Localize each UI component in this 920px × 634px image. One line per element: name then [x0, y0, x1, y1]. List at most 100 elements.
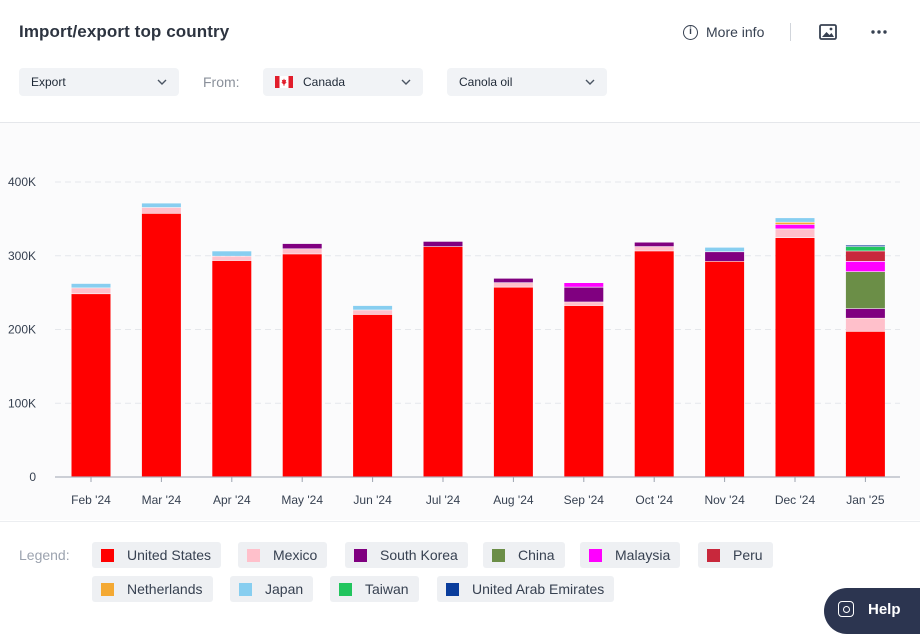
x-tick-label: Jan '25	[846, 493, 885, 507]
legend-swatch	[239, 582, 252, 596]
chevron-down-icon	[401, 79, 411, 85]
legend-item-label: South Korea	[380, 547, 458, 563]
bar-segment	[212, 251, 252, 256]
legend-item-label: Malaysia	[615, 547, 671, 563]
chevron-down-icon	[157, 79, 167, 85]
chart-area: 0 100K 200K 300K 400K Feb '24 Mar '24 Apr '24 Ma…	[0, 123, 920, 520]
bar-segment	[845, 272, 885, 309]
help-icon	[838, 601, 854, 617]
bar-segment	[845, 331, 885, 477]
country-select[interactable]: Canada	[263, 68, 423, 96]
bar-segment	[423, 246, 463, 477]
legend: Legend: United States Mexico South Korea Ch…	[0, 521, 920, 615]
legend-swatch	[247, 548, 260, 562]
more-options-button[interactable]	[868, 23, 890, 41]
y-tick-label: 200K	[8, 323, 36, 337]
x-tick-label: Jun '24	[353, 493, 392, 507]
bar-segment	[493, 278, 533, 283]
legend-swatch	[589, 548, 602, 562]
y-tick-label: 100K	[8, 396, 36, 410]
x-tick-label: Apr '24	[213, 493, 251, 507]
legend-swatch	[101, 582, 114, 596]
widget-title: Import/export top country	[19, 22, 230, 41]
bar-segment	[564, 305, 604, 477]
legend-item[interactable]: Taiwan	[330, 576, 419, 602]
bar-segment	[353, 310, 393, 315]
bar-segment	[282, 243, 322, 249]
help-label: Help	[868, 601, 901, 618]
bar-segment	[775, 224, 815, 229]
legend-swatch	[492, 548, 505, 562]
legend-swatch	[339, 582, 352, 596]
legend-item-label: Peru	[733, 547, 763, 563]
from-label: From:	[203, 74, 240, 90]
bar-segment	[564, 302, 604, 306]
bar-segment	[493, 283, 533, 287]
legend-item-label: Taiwan	[365, 581, 409, 597]
download-image-button[interactable]	[818, 23, 838, 41]
bar-segment	[634, 242, 674, 247]
bar-segment	[775, 218, 815, 222]
bar-segment	[775, 229, 815, 238]
x-tick-label: Feb '24	[71, 493, 111, 507]
x-tick-label: Nov '24	[704, 493, 745, 507]
bar-segment	[845, 251, 885, 261]
legend-item[interactable]: China	[483, 542, 565, 568]
bar-segment	[564, 283, 604, 287]
image-icon	[819, 24, 837, 40]
legend-item[interactable]: South Korea	[345, 542, 468, 568]
x-tick-label: Mar '24	[142, 493, 182, 507]
legend-item[interactable]: United Arab Emirates	[437, 576, 615, 602]
bar-segment	[705, 261, 745, 477]
bar-segment	[634, 251, 674, 477]
bar-segment	[845, 261, 885, 272]
x-tick-label: Oct '24	[635, 493, 673, 507]
legend-item[interactable]: Peru	[698, 542, 773, 568]
country-select-value: Canada	[303, 75, 346, 89]
legend-label: Legend:	[19, 547, 70, 563]
y-tick-label: 400K	[8, 175, 36, 189]
bar-segment	[212, 260, 252, 477]
legend-item[interactable]: Malaysia	[580, 542, 681, 568]
legend-item[interactable]: Netherlands	[92, 576, 213, 602]
help-button[interactable]: Help	[824, 588, 920, 634]
product-select[interactable]: Canola oil	[447, 68, 607, 96]
legend-swatch	[354, 548, 367, 562]
bar-segment	[845, 308, 885, 318]
bar-segment	[141, 213, 181, 477]
legend-item[interactable]: United States	[92, 542, 222, 568]
more-info-button[interactable]: i More info	[683, 24, 764, 40]
legend-item[interactable]: Japan	[230, 576, 314, 602]
legend-swatch	[707, 548, 720, 562]
bar-segment	[564, 287, 604, 302]
bar-segment	[845, 245, 885, 247]
bar-segment	[493, 287, 533, 477]
legend-item-label: United States	[127, 547, 212, 563]
flow-select-value: Export	[31, 75, 66, 89]
stacked-bar-chart: 0 100K 200K 300K 400K Feb '24 Mar '24 Apr '24 Ma…	[8, 175, 900, 507]
legend-item-label: Netherlands	[127, 581, 203, 597]
bar-segment	[845, 246, 885, 251]
bar-segment	[71, 294, 111, 477]
x-tick-label: Sep '24	[564, 493, 605, 507]
flow-select[interactable]: Export	[19, 68, 179, 96]
legend-item-label: Japan	[265, 581, 304, 597]
product-select-value: Canola oil	[459, 75, 513, 89]
chevron-down-icon	[585, 79, 595, 85]
legend-item[interactable]: Mexico	[238, 542, 328, 568]
y-tick-label: 300K	[8, 249, 36, 263]
legend-item-label: United Arab Emirates	[472, 581, 605, 597]
x-tick-label: May '24	[281, 493, 323, 507]
more-info-label: More info	[706, 24, 765, 40]
legend-item-label: Mexico	[273, 547, 318, 563]
bar-segment	[141, 203, 181, 208]
more-horizontal-icon	[871, 30, 887, 34]
bar-segment	[141, 207, 181, 214]
legend-swatch	[101, 548, 114, 562]
x-tick-label: Dec '24	[775, 493, 816, 507]
bar-segment	[282, 254, 322, 477]
bar-segment	[423, 241, 463, 247]
bar-segment	[71, 288, 111, 294]
header-divider	[790, 23, 791, 41]
y-tick-label: 0	[29, 470, 36, 484]
